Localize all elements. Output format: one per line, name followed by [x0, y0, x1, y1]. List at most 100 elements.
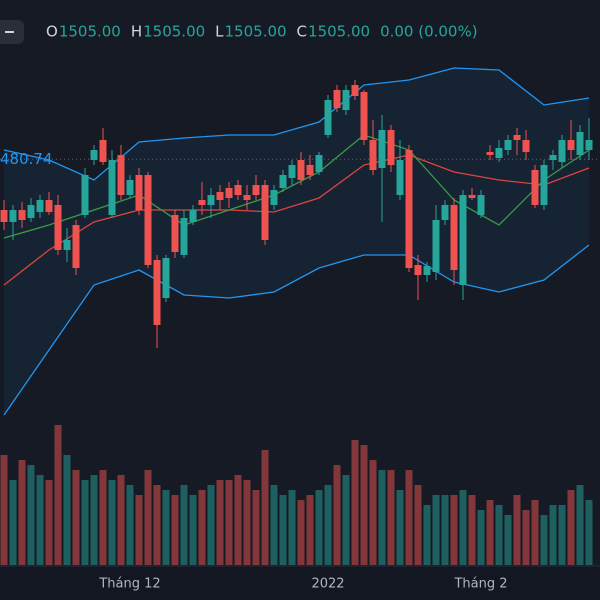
candle-body: [207, 195, 215, 205]
volume-bar: [567, 490, 575, 565]
volume-bar: [153, 485, 161, 565]
legend-value: 1505.00: [59, 23, 121, 41]
candle-body: [180, 218, 188, 255]
volume-bar: [441, 495, 449, 565]
indicator-line: [3, 134, 590, 239]
volume-bar: [81, 480, 89, 565]
volume-bar: [522, 510, 530, 565]
volume-bar: [459, 490, 467, 565]
legend-change: 0.00 (0.00%): [380, 23, 478, 41]
candle-body: [387, 130, 395, 165]
candle-body: [81, 175, 89, 215]
candle-body: [369, 140, 377, 170]
candle-body: [360, 92, 368, 140]
candle-body: [495, 148, 503, 158]
volume-bar: [315, 490, 323, 565]
candle-body: [423, 266, 431, 275]
volume-bar: [477, 510, 485, 565]
candle-body: [0, 210, 8, 222]
volume-bar: [306, 495, 314, 565]
legend-key: O: [46, 23, 58, 41]
volume-bar: [135, 495, 143, 565]
legend-value: 1505.00: [225, 23, 287, 41]
volume-bar: [333, 465, 341, 565]
candle-body: [477, 195, 485, 215]
legend-key: L: [215, 23, 224, 41]
candle-body: [513, 135, 521, 140]
volume-bar: [513, 495, 521, 565]
x-tick-label: Tháng 2: [453, 577, 507, 592]
volume-bar: [387, 470, 395, 565]
volume-bar: [369, 460, 377, 565]
volume-bar: [126, 485, 134, 565]
candle-body: [90, 150, 98, 160]
candle-body: [99, 140, 107, 162]
volume-bar: [360, 445, 368, 565]
volume-bar: [504, 515, 512, 565]
candle-body: [351, 85, 359, 96]
candle-body: [117, 155, 125, 195]
candle-body: [198, 200, 206, 205]
candle-body: [279, 175, 287, 188]
candle-body: [270, 190, 278, 205]
candle-body: [540, 165, 548, 205]
candle-body: [126, 180, 134, 195]
candle-body: [504, 140, 512, 150]
volume-bar: [45, 480, 53, 565]
volume-bar: [99, 470, 107, 565]
candle-body: [27, 205, 35, 218]
volume-bar: [216, 480, 224, 565]
volume-bar: [342, 475, 350, 565]
volume-bar: [54, 425, 62, 565]
candle-body: [72, 225, 80, 268]
volume-bar: [540, 515, 548, 565]
indicator-line: [3, 67, 590, 181]
volume-bar: [270, 485, 278, 565]
candle-body: [225, 188, 233, 198]
candle-body: [378, 130, 386, 168]
volume-bar: [198, 490, 206, 565]
volume-bar: [423, 505, 431, 565]
volume-bar: [225, 480, 233, 565]
candle-body: [306, 165, 314, 175]
candle-body: [585, 140, 593, 150]
indicator-line: [3, 244, 590, 416]
volume-bar: [495, 505, 503, 565]
candle-body: [189, 210, 197, 222]
candle-body: [243, 195, 251, 200]
indicator-line: [3, 154, 590, 286]
volume-bar: [576, 485, 584, 565]
candle-body: [108, 160, 116, 215]
volume-bar: [378, 470, 386, 565]
volume-bar: [252, 490, 260, 565]
price-pane: 480.74: [0, 67, 600, 565]
volume-bar: [72, 470, 80, 565]
candle-body: [135, 175, 143, 210]
candle-body: [468, 195, 476, 198]
volume-bar: [396, 490, 404, 565]
candle-body: [576, 132, 584, 155]
candle-body: [261, 185, 269, 240]
candle-body: [459, 195, 467, 285]
volume-bar: [405, 470, 413, 565]
candle-body: [297, 160, 305, 180]
candle-body: [162, 258, 170, 298]
volume-bar: [0, 455, 8, 565]
candle-body: [171, 215, 179, 252]
legend-header: O 1505.00 H 1505.00 L 1505.00 C 1505.00 0.00 (0.…: [0, 20, 478, 44]
candle-body: [36, 200, 44, 212]
candle-body: [252, 185, 260, 195]
candle-body: [414, 265, 422, 275]
band-fill: [4, 68, 589, 415]
candle-body: [315, 155, 323, 172]
price-line-label: 480.74: [0, 150, 53, 168]
volume-bar: [279, 495, 287, 565]
volume-bar: [585, 500, 593, 565]
candle-body: [405, 150, 413, 268]
time-axis: [0, 566, 600, 600]
volume-bar: [432, 495, 440, 565]
candle-body: [18, 210, 26, 220]
candle-body: [45, 200, 53, 212]
volume-bar: [63, 455, 71, 565]
